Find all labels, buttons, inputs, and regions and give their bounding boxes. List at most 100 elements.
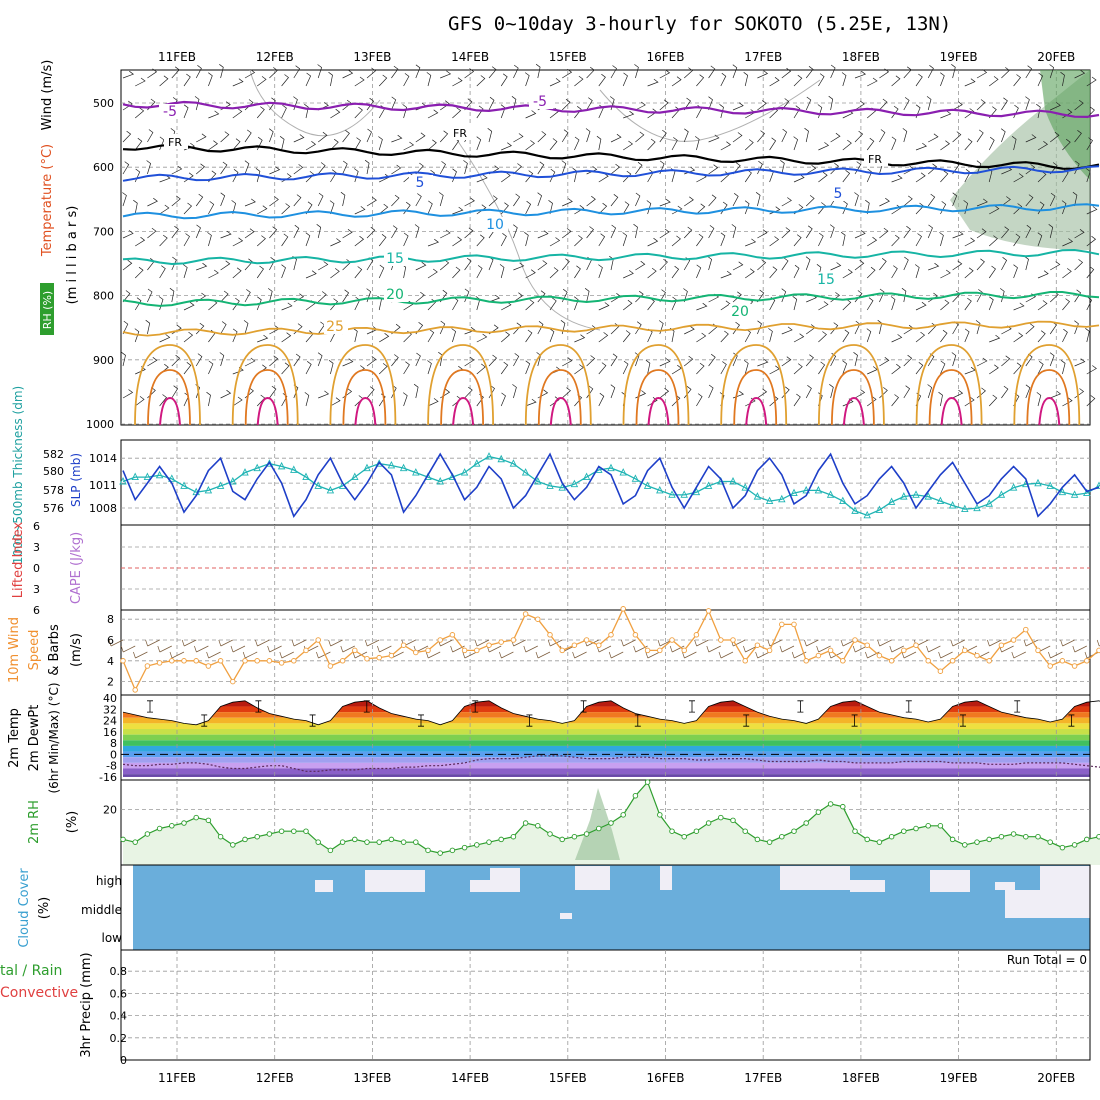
wind10-point-67 xyxy=(937,668,944,674)
wind-barb xyxy=(671,106,680,119)
wind10-barb-46 xyxy=(669,645,685,653)
wind10-barb-69 xyxy=(950,639,965,647)
wind10-point-11 xyxy=(254,658,260,664)
wind-barb xyxy=(1086,76,1097,87)
wind-barb xyxy=(171,354,181,367)
cloud-cover-panel: high middle low Cloud Cover (%) xyxy=(17,864,1091,951)
wind-barb xyxy=(854,130,864,143)
thickness-point-14 xyxy=(290,465,298,473)
wind-barb xyxy=(804,127,809,143)
wind-barb xyxy=(317,321,325,335)
wind-barb xyxy=(964,328,970,343)
wind-barb xyxy=(244,289,251,303)
wind-barb xyxy=(378,136,383,151)
rh-point-71 xyxy=(986,836,992,843)
wind-barb xyxy=(830,352,837,367)
wind-barb xyxy=(952,260,963,271)
wind-barb xyxy=(317,162,326,175)
temp-band-0 xyxy=(123,700,1090,707)
bl-loop-25-1 xyxy=(231,344,299,426)
wind-barb xyxy=(1086,235,1097,247)
wind-barb xyxy=(196,262,208,271)
thickness-point-30 xyxy=(485,452,493,460)
wind-barb xyxy=(403,361,410,375)
wind-barb xyxy=(317,131,328,143)
wind-barb xyxy=(316,224,322,239)
wind-barb xyxy=(232,138,241,151)
wind-barb xyxy=(891,394,900,407)
wind-barb xyxy=(219,352,225,367)
wind-barb xyxy=(793,264,800,279)
wind-barb xyxy=(903,324,914,335)
wind-barb xyxy=(463,160,468,175)
rh-point-9 xyxy=(230,842,236,848)
wind-barb xyxy=(208,110,220,119)
wind-barb xyxy=(269,325,280,335)
bl-loop-25-0 xyxy=(134,344,201,426)
wind-barb xyxy=(500,233,507,247)
wind-barb xyxy=(596,135,602,151)
wind-barb xyxy=(1062,268,1072,279)
wind-barb xyxy=(561,228,572,239)
wind10-point-65 xyxy=(913,642,919,648)
wind-barb xyxy=(391,354,399,367)
contour-label-bg-5 xyxy=(409,175,433,190)
rh-point-78 xyxy=(1071,842,1078,848)
wind-barb xyxy=(757,70,769,79)
rh-point-0 xyxy=(120,836,126,843)
pressure-tick-4: 900 xyxy=(93,354,114,367)
wind-barb xyxy=(231,200,236,215)
wind-barb xyxy=(719,104,724,119)
wind-barb xyxy=(622,330,631,343)
wind-barb xyxy=(891,234,900,247)
wind-barb xyxy=(976,357,988,367)
wind-barb xyxy=(366,97,375,111)
wind-barb xyxy=(415,261,427,271)
wind-barb xyxy=(574,265,581,279)
thickness-point-79 xyxy=(1083,488,1091,497)
thickness-point-19 xyxy=(351,472,359,480)
wind-barb xyxy=(744,169,752,183)
wind-barb xyxy=(1062,298,1071,311)
cloud-level-1: middle xyxy=(81,903,122,917)
wind-barb xyxy=(134,396,145,407)
wind10-barb-55 xyxy=(779,645,795,653)
wind-barb xyxy=(464,386,473,399)
wind10-barb-22 xyxy=(377,645,392,653)
wind-barb xyxy=(757,130,766,143)
wind-barb xyxy=(829,224,835,239)
thickness-point-56 xyxy=(802,485,810,494)
rh-point-41 xyxy=(620,812,626,818)
wind-barb xyxy=(1001,385,1009,399)
thickness-point-38 xyxy=(582,472,591,480)
wind10-barb-63 xyxy=(877,639,892,647)
contour-label-bg-6 xyxy=(827,186,851,201)
bl-loop-25-7 xyxy=(818,344,885,426)
wind-barb xyxy=(755,192,761,207)
wind-barb xyxy=(805,354,814,367)
wind-barb xyxy=(269,226,278,239)
wind-barb xyxy=(525,200,532,215)
wind-barb xyxy=(818,171,828,183)
temp-band-7 xyxy=(123,740,1090,746)
rh-point-22 xyxy=(388,836,395,843)
wind-barb xyxy=(732,132,743,143)
wind-barb xyxy=(488,195,498,207)
bl-loop-35-5 xyxy=(647,396,670,426)
wind-barb xyxy=(634,64,639,79)
rh-point-45 xyxy=(669,828,675,834)
wind-barb xyxy=(1013,74,1022,87)
wind-barb xyxy=(169,287,175,303)
wind-barb xyxy=(610,224,617,239)
slp-frame xyxy=(120,439,1091,526)
wind-barb xyxy=(269,97,276,111)
wind-barb xyxy=(122,290,131,303)
wind-barb xyxy=(243,320,249,335)
wind10-point-2 xyxy=(144,663,151,669)
wind10-point-70 xyxy=(974,652,980,659)
wind-barb xyxy=(744,268,755,279)
cloud-clear-3 xyxy=(490,868,520,880)
wind-barb xyxy=(220,290,229,303)
wind-barb xyxy=(342,69,354,79)
rh-point-80 xyxy=(1096,833,1100,840)
